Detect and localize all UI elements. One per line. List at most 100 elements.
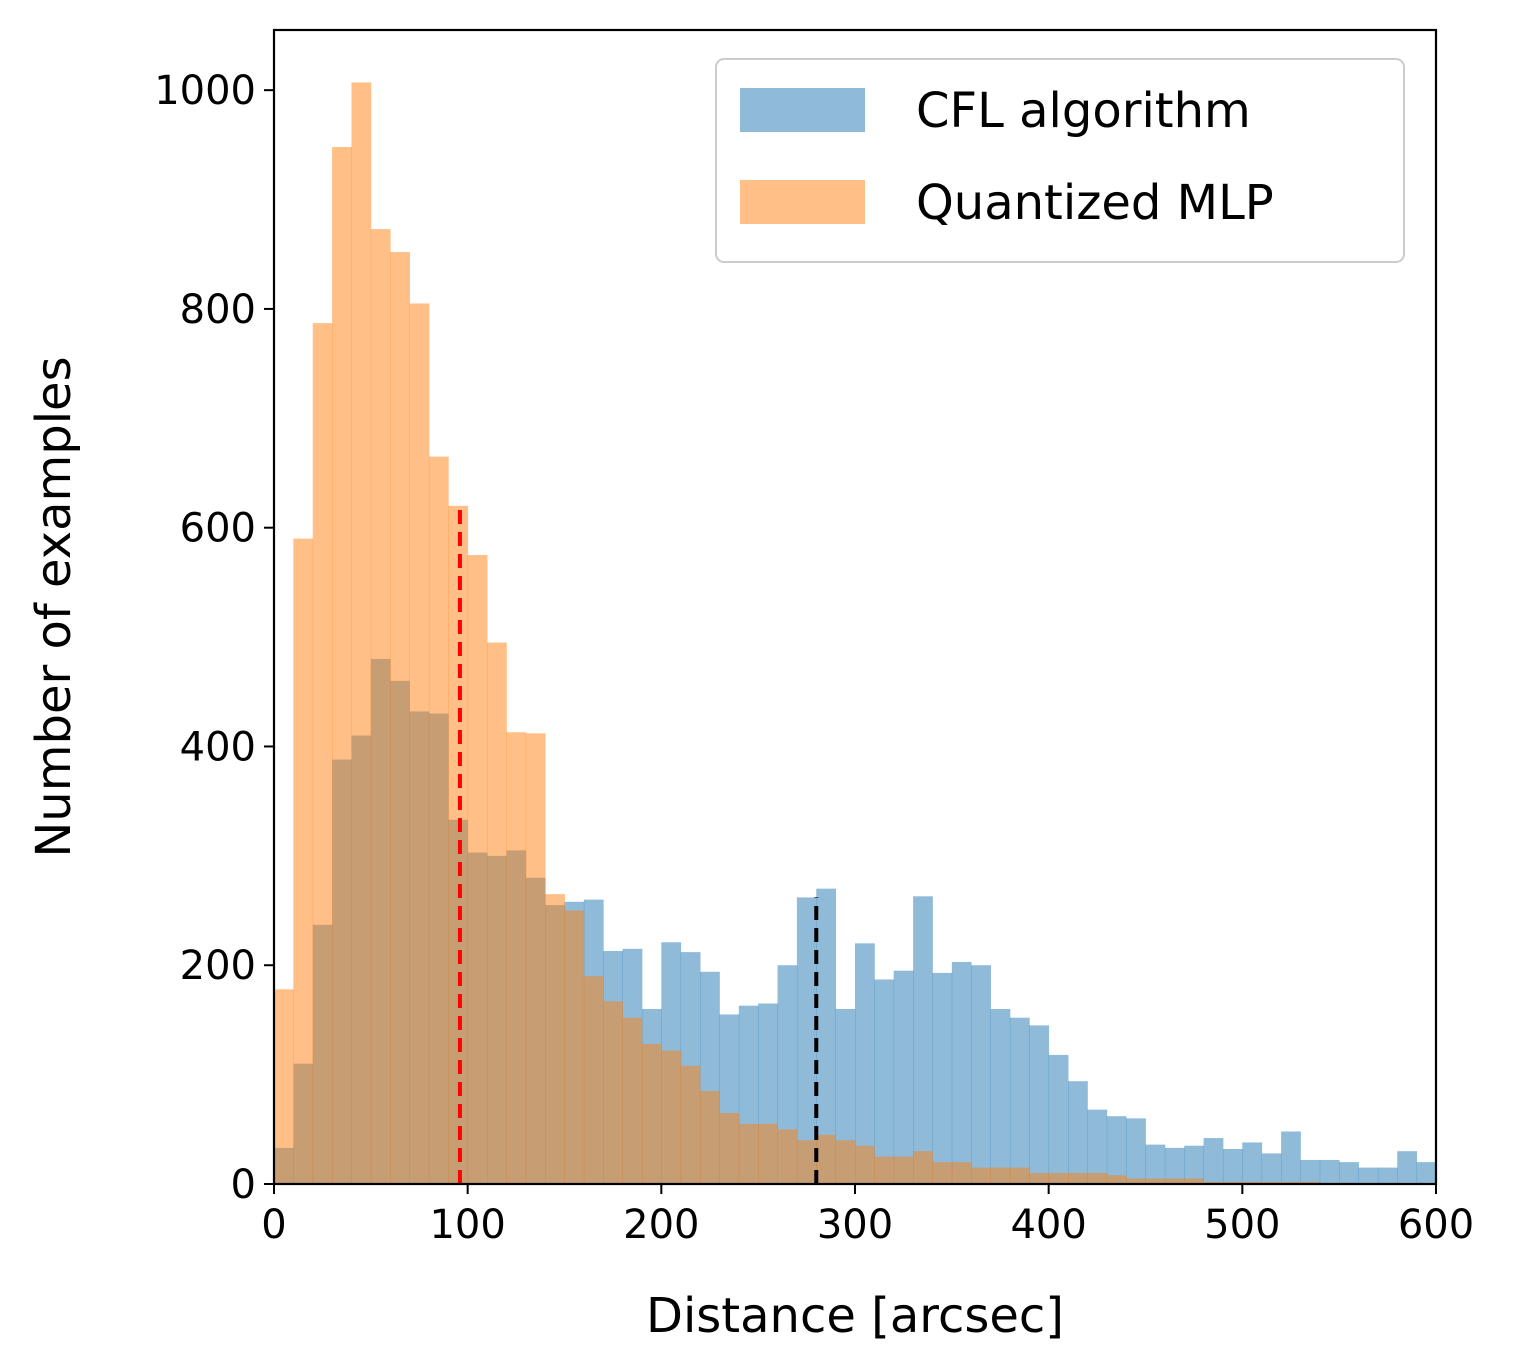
histogram-bar [738,1123,759,1184]
histogram-bar [1319,1159,1340,1184]
x-tick-label: 100 [429,1202,505,1248]
series-quantized-mlp [274,82,1398,1184]
y-tick-label: 0 [231,1162,256,1208]
x-tick-label: 400 [1010,1202,1086,1248]
histogram-bar [409,303,430,1184]
legend-swatch [740,88,865,132]
histogram-bar [1048,1054,1069,1184]
histogram-bar [603,1001,623,1184]
histogram-bar [1126,1118,1146,1184]
x-tick-label: 200 [623,1202,699,1248]
histogram-bar [1106,1175,1127,1184]
histogram-bar [855,943,875,1184]
histogram-bar [1126,1178,1146,1184]
x-axis-label: Distance [arcsec] [646,1288,1064,1344]
histogram-bar [796,897,817,1184]
y-tick-label: 800 [180,287,256,333]
histogram-bar [874,1156,895,1184]
histogram-bar [835,1140,856,1184]
histogram-bar [951,1162,972,1184]
histogram-bar [428,456,449,1184]
legend-label: Quantized MLP [916,175,1274,231]
histogram-bar [951,961,972,1184]
histogram-bar [1416,1162,1437,1184]
histogram-bar [700,1091,720,1184]
histogram-bar [564,910,585,1184]
legend-frame [715,58,1405,263]
histogram-bar [1164,1178,1185,1184]
histogram-bar [293,538,314,1184]
x-tick-label: 0 [261,1202,286,1248]
histogram-bar [487,642,507,1184]
histogram-bar [351,82,372,1184]
histogram-bar [1029,1025,1050,1184]
histogram-bar [1164,1147,1185,1184]
reference-lines-layer [457,505,819,1184]
histogram-bar [796,1140,817,1184]
histogram-bar [1184,1145,1204,1184]
y-tick-label: 1000 [154,68,256,114]
histogram-bar [816,888,837,1184]
histogram-bar [370,229,391,1184]
histogram-bar [971,1167,991,1184]
histogram-bar [1068,1081,1088,1184]
histogram-bar [390,252,410,1184]
histogram-bar [641,1043,662,1184]
bars-layer [274,82,1437,1184]
histogram-bar [622,1017,643,1184]
y-tick-label: 400 [180,724,256,770]
histogram-bar [661,1050,682,1184]
histogram-bar [680,1065,701,1184]
histogram-bar [1068,1173,1088,1184]
x-tick-label: 600 [1398,1202,1474,1248]
histogram-bar [1222,1148,1243,1184]
y-tick-label: 200 [180,943,256,989]
histogram-bar [312,323,333,1184]
legend-label: CFL algorithm [916,83,1251,139]
histogram-bar [1281,1131,1301,1184]
histogram-bar [1029,1173,1050,1184]
x-tick-label: 300 [817,1202,893,1248]
histogram-bar [1184,1178,1204,1184]
histogram-bar [1087,1173,1108,1184]
histogram-bar [874,979,895,1184]
histogram-bar [274,989,294,1184]
histogram-bar [1300,1159,1321,1184]
histogram-bar [1009,1167,1030,1184]
histogram-bar [1339,1162,1359,1184]
histogram-bar [1261,1153,1282,1184]
histogram-bar [1377,1167,1398,1184]
histogram-bar [893,1156,914,1184]
histogram-bar [777,1129,798,1184]
y-axis-label: Number of examples [26,356,82,857]
histogram-bar [583,976,604,1184]
histogram-bar [1145,1178,1166,1184]
histogram-bar [758,1123,778,1184]
histogram-bar [913,896,933,1184]
histogram-bar [1397,1151,1418,1184]
histogram-bar [506,732,527,1184]
histogram-bar [467,555,488,1184]
histogram-bar [1358,1167,1379,1184]
histogram-bar [932,1162,953,1184]
histogram-bar [545,894,565,1184]
histogram-bar [1242,1142,1263,1184]
histogram-bar [1203,1138,1224,1184]
histogram-bar [719,1112,740,1184]
histogram-bar [893,970,914,1184]
x-axis-ticks: 0 100 200 300 400 500 600 [261,1184,1474,1248]
histogram-bar [816,1134,837,1184]
legend: CFL algorithm Quantized MLP [715,58,1405,263]
histogram-bar [1145,1144,1166,1184]
histogram-bar [332,147,352,1184]
x-tick-label: 500 [1204,1202,1280,1248]
histogram-bar [1106,1116,1127,1184]
y-axis-ticks: 0 200 400 600 800 1000 [154,68,274,1208]
histogram-bar [1048,1173,1069,1184]
histogram-bar [932,972,953,1184]
histogram-bar [990,1167,1011,1184]
histogram-bar [971,965,991,1184]
histogram-bar [990,1008,1011,1184]
y-tick-label: 600 [180,506,256,552]
